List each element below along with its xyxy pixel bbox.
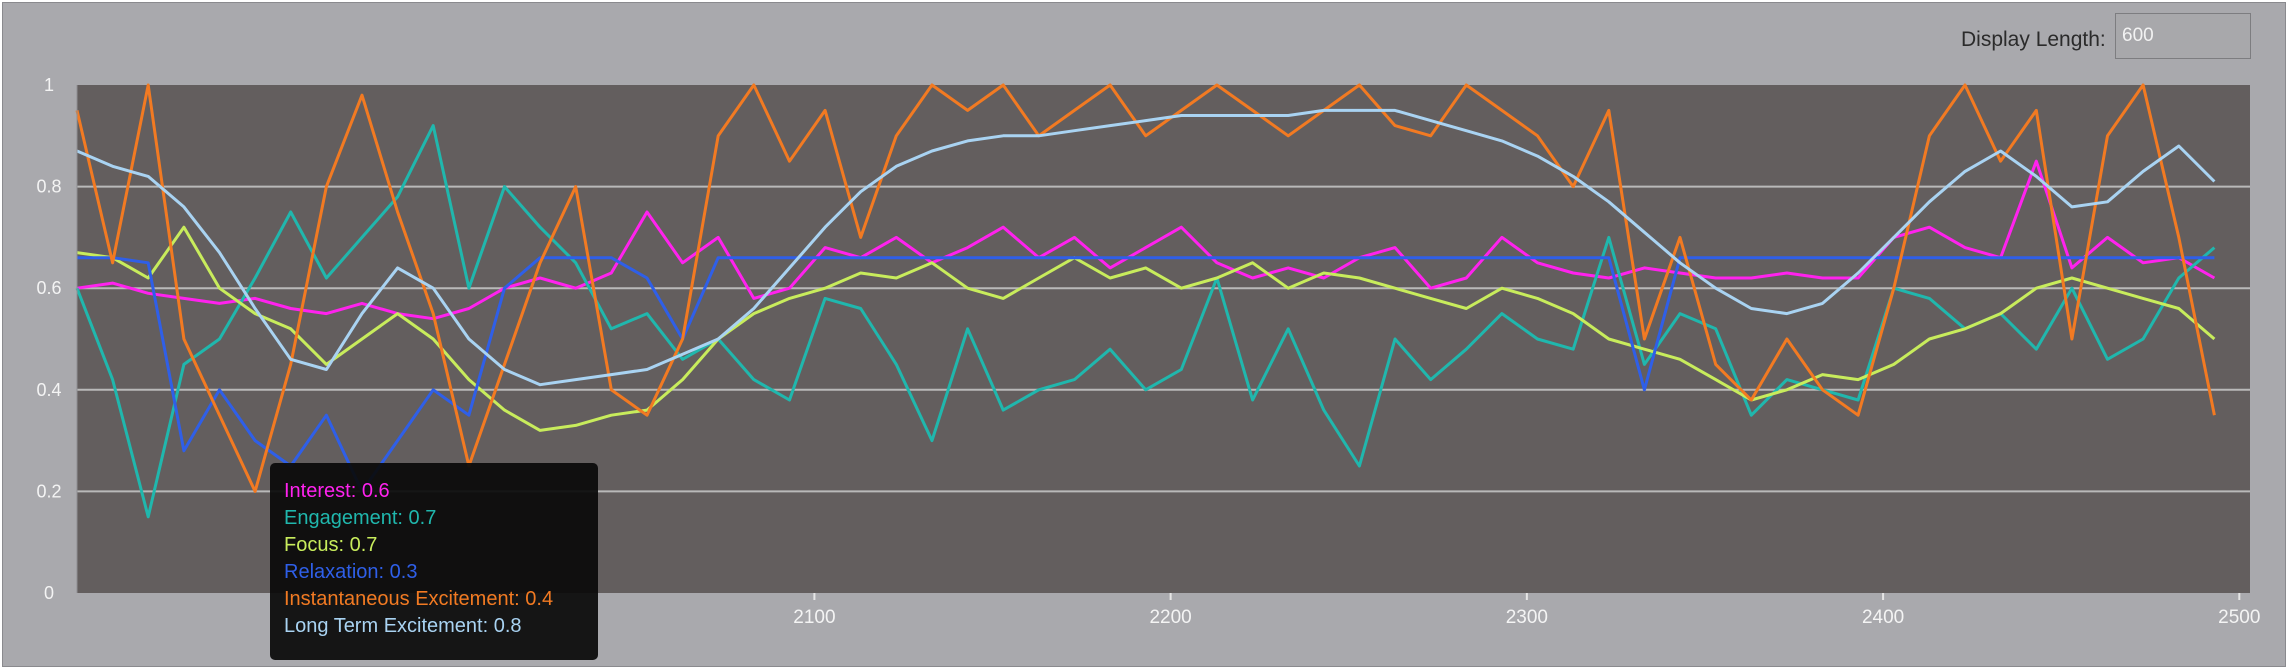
tooltip-row-interest: Interest: 0.6 bbox=[284, 480, 390, 502]
y-tick-label: 0.8 bbox=[36, 177, 61, 197]
tooltip-row-instantaneous-excitement: Instantaneous Excitement: 0.4 bbox=[284, 588, 554, 610]
x-tick-label: 2100 bbox=[793, 607, 835, 628]
series-line-long-term-excitement bbox=[76, 108, 2216, 387]
x-tick-label: 2200 bbox=[1149, 607, 1191, 628]
y-tick-label: 0.6 bbox=[36, 278, 61, 298]
tooltip-row-relaxation: Relaxation: 0.3 bbox=[284, 561, 418, 583]
x-tick-label: 2400 bbox=[1862, 607, 1904, 628]
tooltip-value: 0.7 bbox=[349, 534, 378, 556]
axes: 0 0.2 0.4 0.6 0.8 1 2100 2200 2300 2400 2500 bbox=[36, 75, 2260, 628]
series-lines bbox=[75, 83, 2216, 519]
display-length-label: Display Length: bbox=[1961, 28, 2106, 51]
series-line-engagement bbox=[75, 124, 2216, 519]
series-line-relaxation bbox=[77, 256, 2215, 493]
tooltip-label: Engagement bbox=[284, 507, 398, 529]
display-length-input[interactable] bbox=[2115, 13, 2251, 59]
y-tick-label: 0 bbox=[44, 583, 54, 603]
tooltip-value: 0.8 bbox=[493, 615, 522, 637]
tooltip-label: Relaxation bbox=[284, 561, 379, 583]
tooltip-value: 0.3 bbox=[389, 561, 418, 583]
hover-tooltip: Interest: 0.6 Engagement: 0.7 Focus: 0.7… bbox=[270, 463, 598, 660]
y-tick-label: 1 bbox=[44, 75, 54, 95]
tooltip-value: 0.7 bbox=[408, 507, 437, 529]
tooltip-label: Interest bbox=[284, 480, 351, 502]
tooltip-label: Instantaneous Excitement bbox=[284, 588, 515, 610]
y-tick-label: 0.2 bbox=[36, 481, 61, 501]
tooltip-label: Long Term Excitement bbox=[284, 615, 483, 637]
tooltip-row-long-term-excitement: Long Term Excitement: 0.8 bbox=[284, 615, 522, 637]
tooltip-value: 0.4 bbox=[525, 588, 554, 610]
y-tick-label: 0.4 bbox=[36, 380, 61, 400]
tooltip-row-focus: Focus: 0.7 bbox=[284, 534, 378, 556]
x-tick-label: 2500 bbox=[2218, 607, 2260, 628]
series-line-instantaneous-excitement bbox=[75, 83, 2216, 493]
series-line-focus bbox=[76, 225, 2216, 432]
tooltip-row-engagement: Engagement: 0.7 bbox=[284, 507, 437, 529]
tooltip-label: Focus bbox=[284, 534, 339, 556]
tooltip-value: 0.6 bbox=[361, 480, 390, 502]
x-tick-label: 2300 bbox=[1506, 607, 1548, 628]
